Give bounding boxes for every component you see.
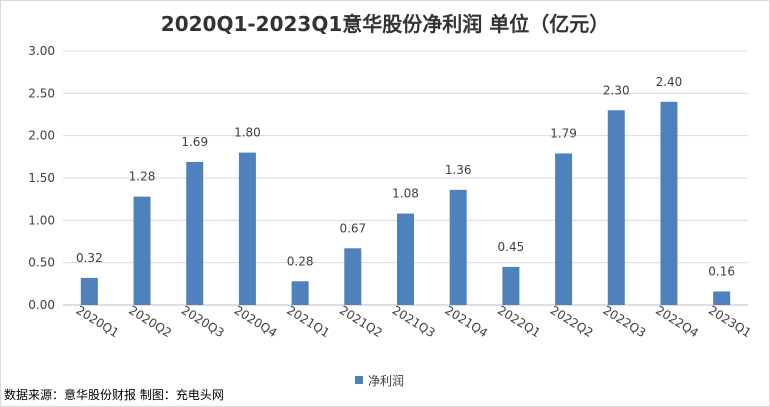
bar	[133, 196, 151, 305]
bar	[502, 266, 520, 305]
x-tick-label: 2022Q4	[653, 303, 701, 340]
data-label: 1.69	[181, 135, 208, 149]
y-tick-label: 0.00	[28, 298, 55, 312]
data-label: 1.36	[445, 163, 472, 177]
x-tick-label: 2021Q1	[284, 303, 332, 340]
x-tick-label: 2023Q1	[706, 303, 754, 340]
y-tick-label: 1.00	[28, 213, 55, 227]
legend-swatch	[355, 376, 363, 384]
y-tick-label: 1.50	[28, 171, 55, 185]
bar	[344, 248, 362, 305]
bar	[555, 153, 573, 305]
x-tick-label: 2020Q4	[232, 303, 280, 340]
x-tick-label: 2020Q1	[74, 303, 122, 340]
data-label: 0.67	[339, 221, 366, 235]
chart-title: 2020Q1-2023Q1意华股份净利润 单位（亿元）	[160, 12, 610, 36]
bar	[713, 291, 731, 305]
data-label: 0.45	[498, 240, 525, 254]
data-label: 0.32	[76, 251, 103, 265]
bar	[291, 281, 309, 305]
x-tick-label: 2021Q4	[442, 303, 490, 340]
y-tick-label: 2.50	[28, 86, 55, 100]
data-label: 1.08	[392, 187, 419, 201]
y-tick-label: 0.50	[28, 256, 55, 270]
x-tick-label: 2020Q2	[126, 303, 174, 340]
bar	[660, 101, 678, 305]
x-tick-label: 2020Q3	[179, 303, 227, 340]
legend-label: 净利润	[368, 374, 404, 388]
data-label: 0.16	[708, 264, 735, 278]
bar	[238, 152, 256, 305]
y-tick-label: 3.00	[28, 44, 55, 58]
bar	[186, 161, 204, 305]
data-label: 2.30	[603, 83, 630, 97]
data-label: 1.28	[129, 170, 156, 184]
bar	[449, 189, 467, 305]
x-tick-label: 2022Q2	[548, 303, 596, 340]
data-label: 1.79	[550, 126, 577, 140]
data-label: 1.80	[234, 126, 261, 140]
bar	[607, 110, 625, 306]
data-label: 2.40	[656, 75, 683, 89]
data-label: 0.28	[287, 254, 314, 268]
bar	[397, 213, 414, 305]
x-tick-label: 2022Q1	[495, 303, 543, 340]
y-tick-label: 2.00	[28, 129, 55, 143]
x-tick-label: 2021Q3	[390, 303, 438, 340]
bar	[80, 277, 98, 305]
x-tick-label: 2021Q2	[337, 303, 385, 340]
x-tick-label: 2022Q3	[600, 303, 648, 340]
source-note: 数据来源：意华股份财报 制图：充电头网	[4, 388, 224, 402]
